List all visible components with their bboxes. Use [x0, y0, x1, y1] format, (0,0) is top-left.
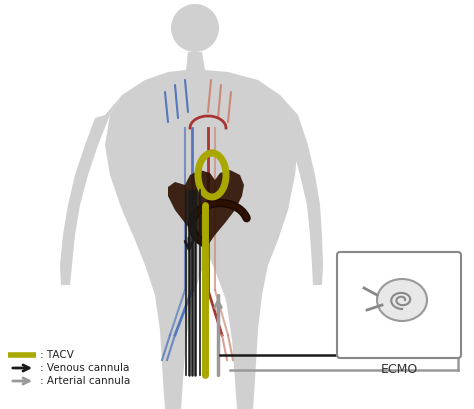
Polygon shape [168, 170, 244, 250]
Polygon shape [186, 52, 205, 70]
Text: : Arterial cannula: : Arterial cannula [40, 376, 130, 386]
Polygon shape [105, 70, 298, 409]
Polygon shape [280, 95, 323, 285]
Text: : Venous cannula: : Venous cannula [40, 363, 129, 373]
Text: : TACV: : TACV [40, 350, 74, 360]
FancyBboxPatch shape [337, 252, 461, 358]
Text: ECMO: ECMO [380, 363, 418, 376]
Polygon shape [60, 95, 122, 285]
Circle shape [171, 4, 219, 52]
Ellipse shape [377, 279, 427, 321]
